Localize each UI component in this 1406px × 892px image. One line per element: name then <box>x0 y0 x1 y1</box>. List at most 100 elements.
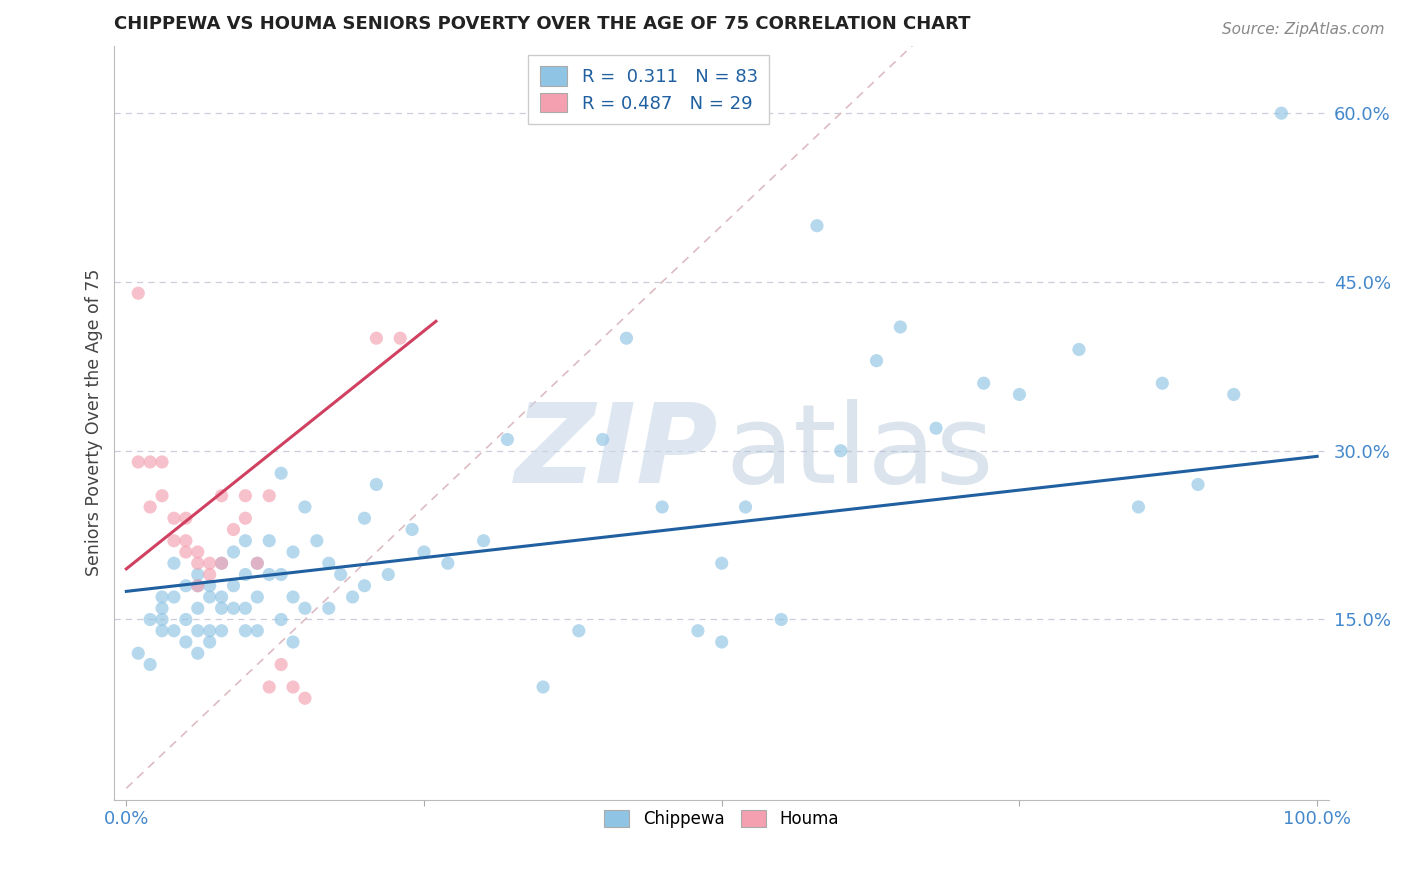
Legend: Chippewa, Houma: Chippewa, Houma <box>596 802 848 837</box>
Text: atlas: atlas <box>725 400 994 507</box>
Point <box>150 590 173 604</box>
Point <box>294 500 316 514</box>
Point <box>150 613 173 627</box>
Point <box>496 433 519 447</box>
Point <box>389 331 412 345</box>
Point <box>1222 387 1244 401</box>
Point <box>211 590 233 604</box>
Point <box>806 219 828 233</box>
Point <box>174 613 197 627</box>
Point <box>377 567 399 582</box>
Point <box>281 590 304 604</box>
Point <box>222 545 245 559</box>
Point <box>830 443 852 458</box>
Point <box>1067 343 1090 357</box>
Text: CHIPPEWA VS HOUMA SENIORS POVERTY OVER THE AGE OF 75 CORRELATION CHART: CHIPPEWA VS HOUMA SENIORS POVERTY OVER T… <box>114 15 972 33</box>
Point <box>211 556 233 570</box>
Point <box>211 624 233 638</box>
Point <box>198 624 221 638</box>
Point <box>150 489 173 503</box>
Point <box>211 556 233 570</box>
Point <box>187 646 209 660</box>
Point <box>270 657 292 672</box>
Point <box>281 545 304 559</box>
Point <box>187 601 209 615</box>
Point <box>257 533 280 548</box>
Point <box>353 579 375 593</box>
Point <box>163 624 186 638</box>
Point <box>531 680 554 694</box>
Text: Source: ZipAtlas.com: Source: ZipAtlas.com <box>1222 22 1385 37</box>
Point <box>734 500 756 514</box>
Point <box>281 635 304 649</box>
Point <box>163 556 186 570</box>
Point <box>127 646 149 660</box>
Point <box>270 613 292 627</box>
Point <box>710 556 733 570</box>
Point <box>198 635 221 649</box>
Point <box>318 601 340 615</box>
Point <box>437 556 460 570</box>
Point <box>211 489 233 503</box>
Point <box>686 624 709 638</box>
Point <box>198 567 221 582</box>
Point <box>198 590 221 604</box>
Point <box>174 635 197 649</box>
Point <box>235 567 257 582</box>
Point <box>1270 106 1292 120</box>
Point <box>174 545 197 559</box>
Point <box>353 511 375 525</box>
Point <box>150 624 173 638</box>
Point <box>270 467 292 481</box>
Point <box>174 533 197 548</box>
Text: ZIP: ZIP <box>515 400 718 507</box>
Point <box>187 579 209 593</box>
Point <box>305 533 328 548</box>
Point <box>235 624 257 638</box>
Point <box>187 579 209 593</box>
Point <box>710 635 733 649</box>
Point <box>235 511 257 525</box>
Point <box>270 567 292 582</box>
Point <box>222 601 245 615</box>
Point <box>198 556 221 570</box>
Point <box>163 533 186 548</box>
Point <box>222 579 245 593</box>
Point <box>366 331 388 345</box>
Point <box>139 455 162 469</box>
Point <box>150 455 173 469</box>
Point <box>472 533 495 548</box>
Point <box>187 556 209 570</box>
Point <box>616 331 638 345</box>
Point <box>139 500 162 514</box>
Point <box>246 556 269 570</box>
Point <box>865 353 887 368</box>
Point <box>257 489 280 503</box>
Point <box>770 613 793 627</box>
Point <box>187 545 209 559</box>
Point <box>294 601 316 615</box>
Point <box>139 657 162 672</box>
Point <box>211 601 233 615</box>
Y-axis label: Seniors Poverty Over the Age of 75: Seniors Poverty Over the Age of 75 <box>86 268 103 576</box>
Point <box>973 376 995 391</box>
Point <box>187 624 209 638</box>
Point <box>413 545 436 559</box>
Point <box>139 613 162 627</box>
Point <box>127 455 149 469</box>
Point <box>257 680 280 694</box>
Point <box>235 489 257 503</box>
Point <box>246 590 269 604</box>
Point <box>342 590 364 604</box>
Point <box>163 511 186 525</box>
Point <box>294 691 316 706</box>
Point <box>246 556 269 570</box>
Point <box>198 579 221 593</box>
Point <box>366 477 388 491</box>
Point <box>568 624 591 638</box>
Point <box>235 601 257 615</box>
Point <box>222 523 245 537</box>
Point <box>174 579 197 593</box>
Point <box>925 421 948 435</box>
Point <box>592 433 614 447</box>
